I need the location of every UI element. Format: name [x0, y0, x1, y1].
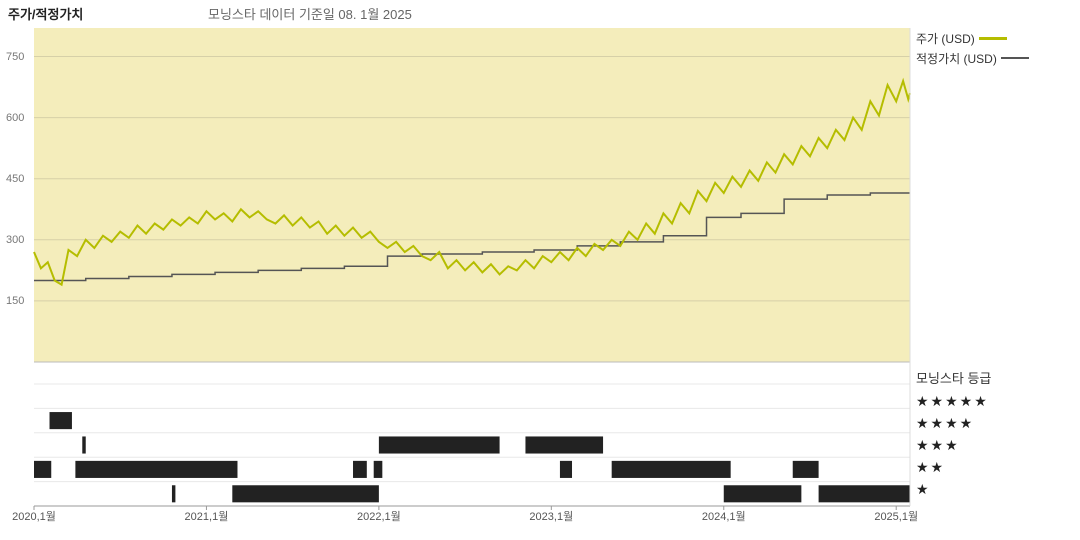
- x-tick-label: 2025,1월: [874, 508, 918, 524]
- x-tick-label: 2021,1월: [185, 508, 229, 524]
- legend-price-label: 주가 (USD): [916, 30, 975, 47]
- rating-title: 모닝스타 등급: [916, 368, 1076, 387]
- chart-subtitle: 모닝스타 데이터 기준일 08. 1월 2025: [208, 4, 412, 23]
- y-tick-label: 300: [6, 234, 24, 246]
- legend: 주가 (USD) 적정가치 (USD): [916, 28, 1076, 68]
- legend-price: 주가 (USD): [916, 28, 1076, 48]
- legend-fair-swatch: [1001, 57, 1029, 59]
- stars-2: ★★: [916, 456, 1076, 478]
- x-tick-label: 2020,1월: [12, 508, 56, 524]
- chart-title: 주가/적정가치: [8, 4, 83, 23]
- stars-3: ★★★: [916, 434, 1076, 456]
- y-tick-label: 750: [6, 51, 24, 63]
- stars-column: ★★★★★ ★★★★ ★★★ ★★ ★: [916, 390, 1076, 500]
- stars-5: ★★★★★: [916, 390, 1076, 412]
- stars-4: ★★★★: [916, 412, 1076, 434]
- y-tick-label: 600: [6, 112, 24, 124]
- y-tick-label: 450: [6, 173, 24, 185]
- legend-fair-label: 적정가치 (USD): [916, 50, 997, 67]
- chart-container: 주가 (USD) 적정가치 (USD) 모닝스타 등급 ★★★★★ ★★★★ ★…: [4, 28, 1076, 524]
- x-tick-label: 2022,1월: [357, 508, 401, 524]
- stars-1: ★: [916, 478, 1076, 500]
- x-tick-label: 2023,1월: [529, 508, 573, 524]
- y-tick-label: 150: [6, 295, 24, 307]
- legend-price-swatch: [979, 37, 1007, 40]
- legend-fair: 적정가치 (USD): [916, 48, 1076, 68]
- x-tick-label: 2024,1월: [702, 508, 746, 524]
